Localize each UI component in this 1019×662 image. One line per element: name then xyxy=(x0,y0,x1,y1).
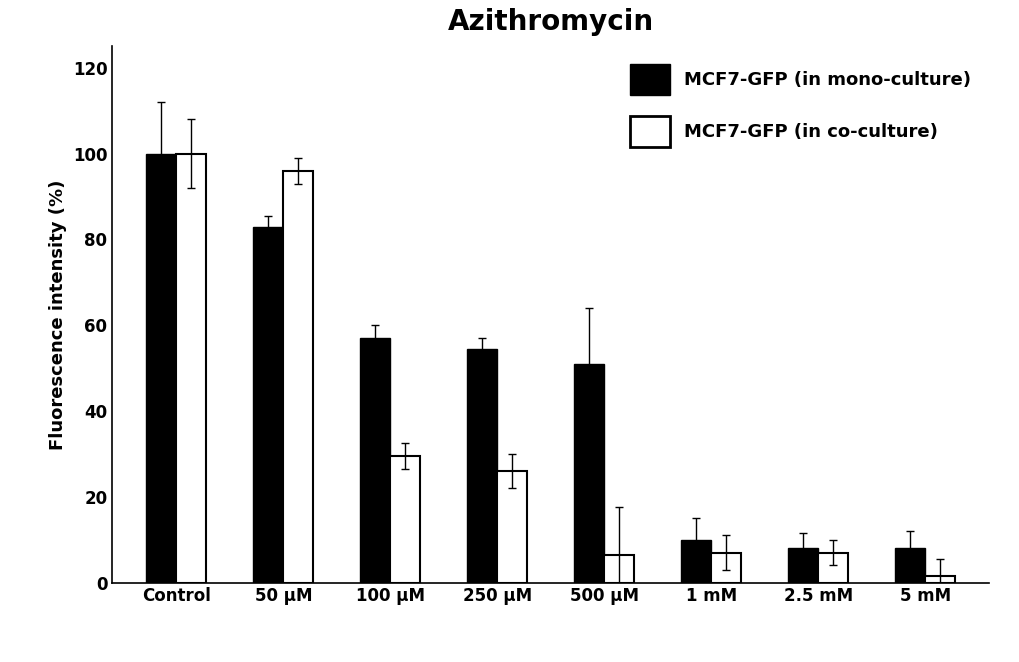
Bar xyxy=(147,154,176,583)
Bar xyxy=(497,471,527,583)
Bar xyxy=(895,548,924,583)
Bar xyxy=(788,548,817,583)
Bar xyxy=(817,553,848,583)
Bar xyxy=(924,576,954,583)
Bar xyxy=(574,364,603,583)
Bar xyxy=(681,540,710,583)
Bar xyxy=(283,171,313,583)
Title: Azithromycin: Azithromycin xyxy=(447,8,653,36)
Bar xyxy=(176,154,206,583)
Bar xyxy=(603,555,634,583)
Bar xyxy=(710,553,741,583)
Y-axis label: Fluorescence intensity (%): Fluorescence intensity (%) xyxy=(49,179,67,449)
Bar xyxy=(360,338,390,583)
Bar xyxy=(253,226,283,583)
Bar xyxy=(467,349,497,583)
Legend: MCF7-GFP (in mono-culture), MCF7-GFP (in co-culture): MCF7-GFP (in mono-culture), MCF7-GFP (in… xyxy=(621,56,979,156)
Bar xyxy=(390,456,420,583)
